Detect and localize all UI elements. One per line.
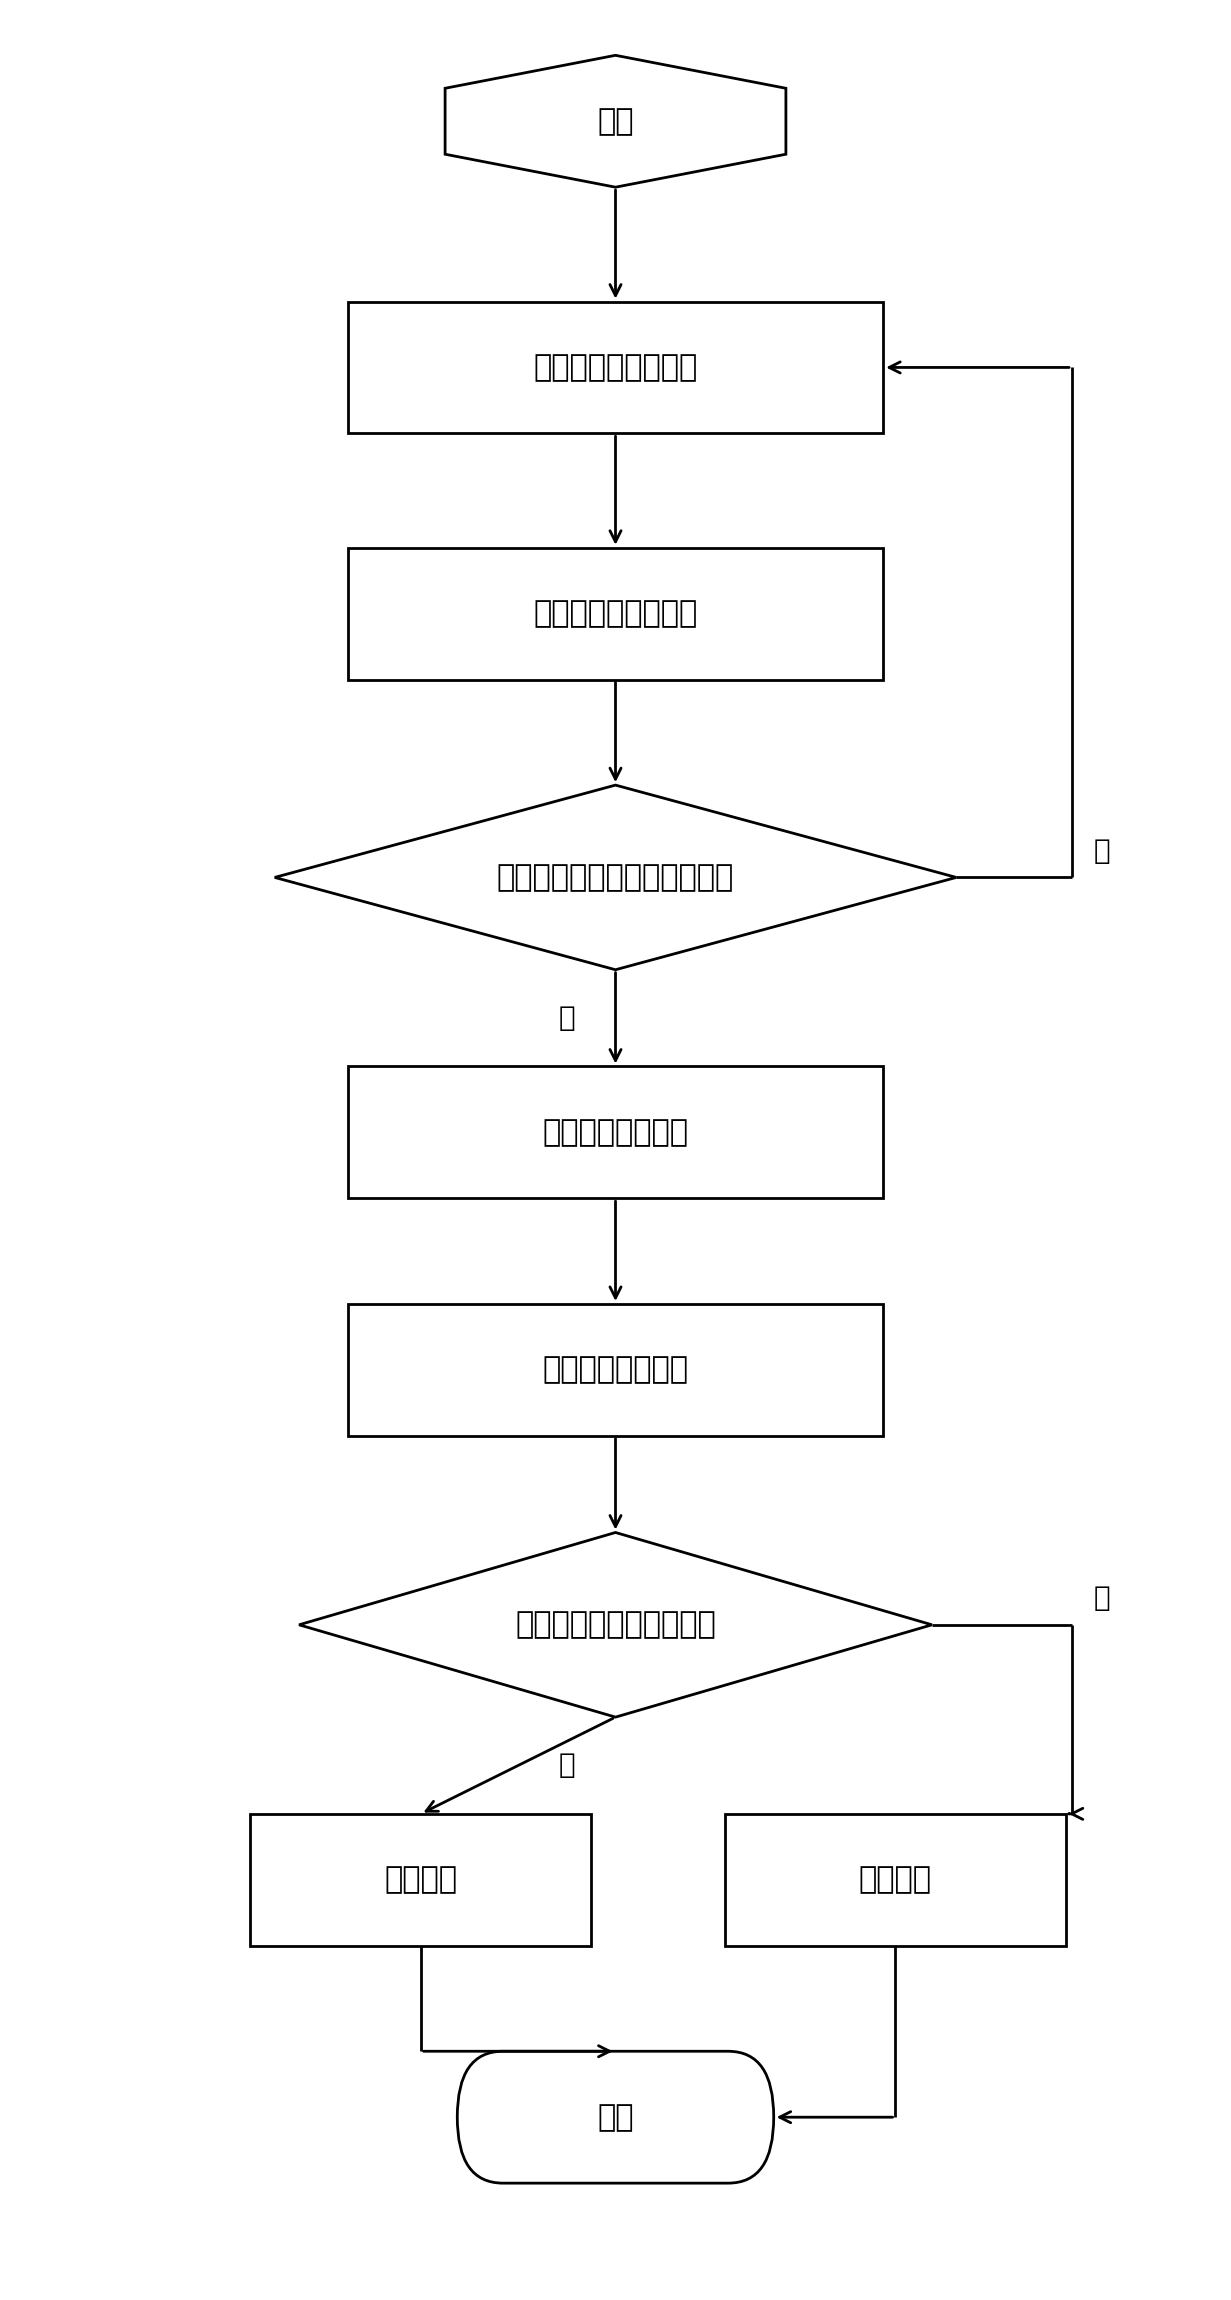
Text: 打开门锁: 打开门锁	[384, 1865, 457, 1895]
Bar	[347, 547, 884, 678]
Polygon shape	[275, 784, 956, 971]
Text: 否: 否	[1094, 1585, 1110, 1612]
Text: 采集虹膜特征值代码: 采集虹膜特征值代码	[533, 352, 698, 382]
Text: 开始: 开始	[597, 106, 634, 136]
Text: 判断虹膜特征值代码是否匹配: 判断虹膜特征值代码是否匹配	[497, 862, 734, 892]
Text: 拒绝进入: 拒绝进入	[859, 1865, 932, 1895]
Bar	[347, 301, 884, 432]
Text: 处理多门控制信息: 处理多门控制信息	[543, 1355, 688, 1385]
Text: 比对虹膜特征值代码: 比对虹膜特征值代码	[533, 598, 698, 628]
Text: 是: 是	[559, 1005, 575, 1033]
Polygon shape	[446, 55, 785, 186]
Bar	[725, 1815, 1066, 1946]
Text: 是: 是	[559, 1753, 575, 1780]
Text: 否: 否	[1094, 837, 1110, 865]
Text: 判断开启门编号是否一致: 判断开启门编号是否一致	[515, 1610, 716, 1640]
Bar	[347, 1067, 884, 1198]
Bar	[250, 1815, 591, 1946]
Text: 输入带开启门编号: 输入带开启门编号	[543, 1118, 688, 1148]
Bar	[347, 1304, 884, 1435]
FancyBboxPatch shape	[457, 2052, 774, 2183]
Text: 结束: 结束	[597, 2102, 634, 2132]
Polygon shape	[299, 1532, 932, 1718]
